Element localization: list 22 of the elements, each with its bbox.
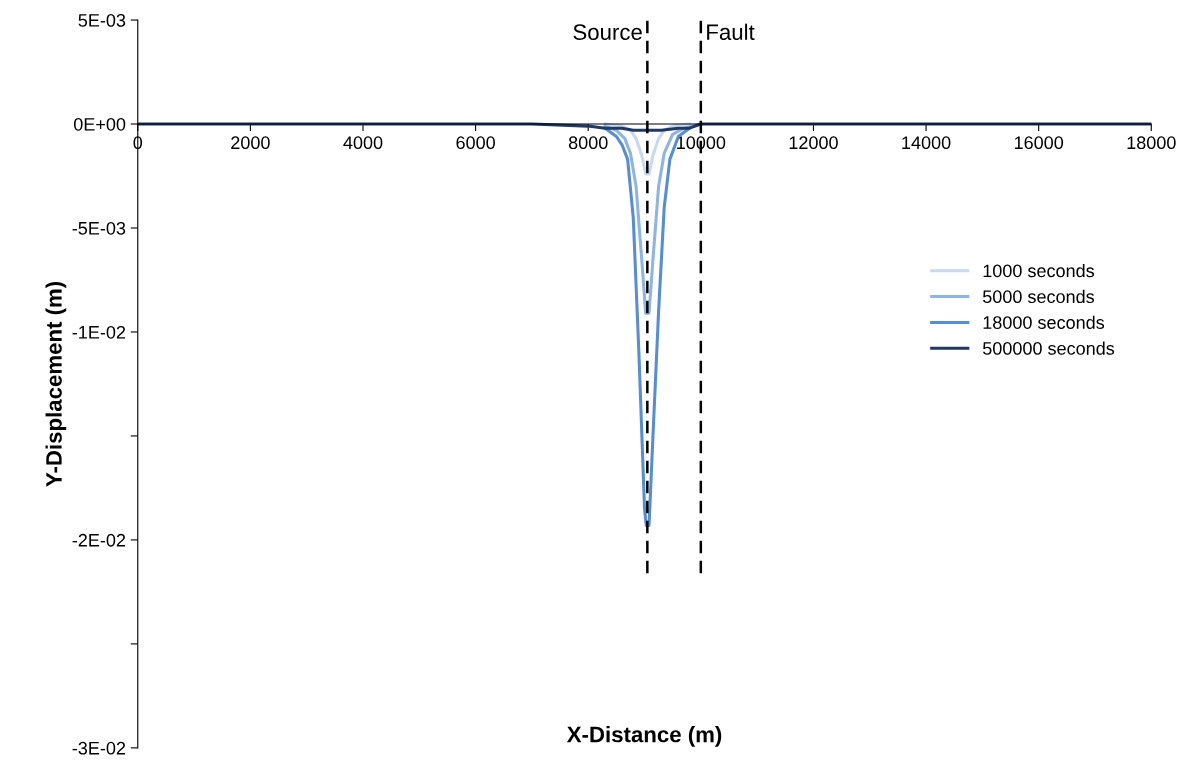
x-tick-label: 8000 bbox=[568, 136, 608, 150]
x-tick-label: 14000 bbox=[902, 136, 951, 150]
legend-label: 18000 seconds bbox=[983, 315, 1105, 329]
y-tick-label: -3E-02 bbox=[72, 741, 126, 755]
y-tick-label: -1E-02 bbox=[72, 325, 126, 339]
x-tick-label: 18000 bbox=[1127, 136, 1176, 150]
y-tick-label: 5E-03 bbox=[78, 13, 126, 27]
y-tick-label: -5E-03 bbox=[72, 221, 126, 235]
y-tick-label: 0E+00 bbox=[73, 117, 126, 131]
legend-label: 500000 seconds bbox=[982, 341, 1115, 355]
legend-label: 1000 seconds bbox=[983, 263, 1095, 278]
x-axis-title: X-Distance (m) bbox=[566, 726, 722, 747]
x-tick-label: 6000 bbox=[456, 136, 495, 150]
ref-line-label: Source bbox=[573, 24, 642, 41]
x-tick-label: 16000 bbox=[1014, 136, 1064, 150]
x-tick-label: 2000 bbox=[231, 136, 270, 150]
ref-line-label: Fault bbox=[707, 23, 755, 41]
x-tick-label: 4000 bbox=[343, 136, 383, 150]
x-tick-label: 12000 bbox=[789, 136, 838, 150]
y-tick-label: -2E-02 bbox=[72, 533, 126, 547]
y-axis-title: Y-Displacement (m) bbox=[45, 281, 67, 487]
legend-label: 5000 seconds bbox=[982, 289, 1095, 304]
